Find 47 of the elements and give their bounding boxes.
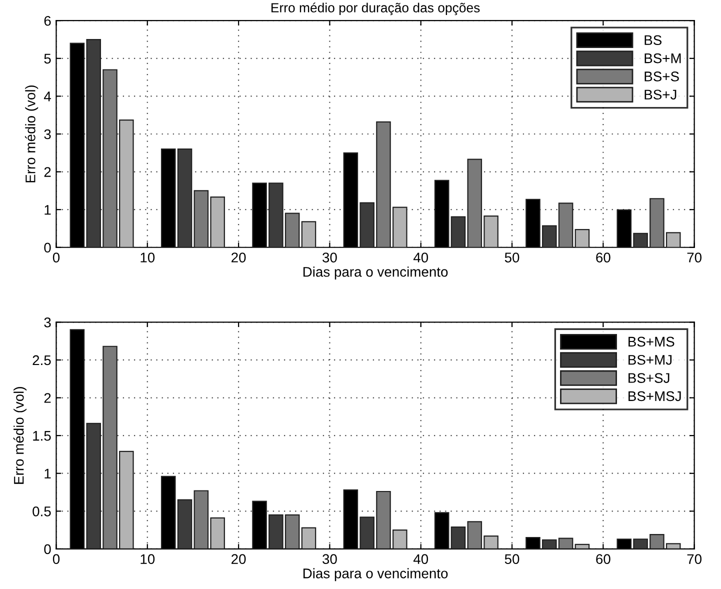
x-tick-label: 40 <box>413 554 428 564</box>
x-tick-label: 20 <box>232 252 246 262</box>
x-tick-label: 50 <box>504 252 520 262</box>
bar <box>574 229 590 248</box>
x-axis-title: Dias para o vencimento <box>303 568 448 582</box>
legend-label: BS+MS <box>628 336 674 347</box>
x-tick-label: 60 <box>596 554 610 564</box>
legend-label: BS+MJ <box>628 354 672 365</box>
x-tick-label: 20 <box>232 554 246 564</box>
y-tick-label: 4 <box>44 92 51 102</box>
y-tick-label: 1 <box>44 205 51 215</box>
y-tick-label: 6 <box>44 16 51 26</box>
y-tick-label: 1.5 <box>33 431 51 441</box>
x-tick-label: 60 <box>596 252 610 262</box>
y-tick-label: 1 <box>44 468 51 478</box>
legend-label: BS+SJ <box>628 373 670 383</box>
x-tick-label: 10 <box>140 252 155 262</box>
y-tick-label: 5 <box>44 54 51 64</box>
x-tick-label: 70 <box>687 252 702 262</box>
y-tick-label: 2 <box>44 393 51 403</box>
y-tick-label: 3 <box>44 129 51 140</box>
chart-title: Erro médio por duração das opções <box>271 2 480 16</box>
x-tick-label: 50 <box>504 554 520 564</box>
legend-label: BS+S <box>644 72 679 82</box>
y-tick-label: 0 <box>44 242 51 253</box>
y-axis-title: Erro médio (vol) <box>24 85 38 182</box>
y-tick-label: 0 <box>44 544 51 554</box>
y-axis-title: Erro médio (vol) <box>13 387 27 484</box>
x-tick-label: 10 <box>140 554 155 564</box>
bar <box>301 221 316 248</box>
x-tick-label: 40 <box>413 252 428 262</box>
y-tick-label: 3 <box>44 318 51 328</box>
x-tick-label: 0 <box>52 554 60 564</box>
bar <box>301 527 316 549</box>
y-tick-label: 0.5 <box>32 506 51 516</box>
x-tick-label: 0 <box>52 252 60 262</box>
x-tick-label: 30 <box>322 554 337 564</box>
bar <box>574 544 590 549</box>
y-tick-label: 2.5 <box>32 355 51 366</box>
y-tick-label: 2 <box>44 167 51 177</box>
legend-label: BS <box>644 35 662 46</box>
legend-label: BS+M <box>644 53 681 64</box>
legend-label: BS+J <box>644 90 676 100</box>
x-tick-label: 30 <box>322 252 337 262</box>
legend-label: BS+MSJ <box>628 391 681 402</box>
x-tick-label: 70 <box>687 554 702 564</box>
x-axis-title: Dias para o vencimento <box>303 266 448 280</box>
